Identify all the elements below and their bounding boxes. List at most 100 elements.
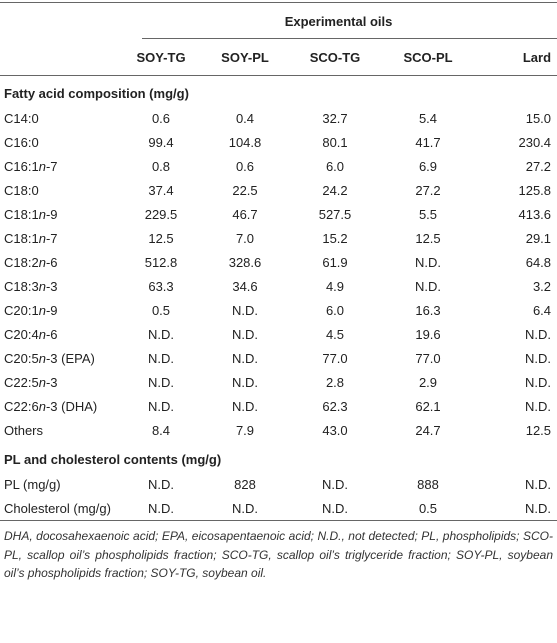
- cell-value: 5.5: [418, 206, 438, 222]
- cell-value: 34.6: [232, 278, 258, 294]
- cell-value: N.D.: [288, 496, 382, 521]
- section-title: Fatty acid composition (mg/g): [4, 85, 189, 101]
- cell-value: 99.4: [148, 134, 174, 150]
- cell-value: 24.7: [415, 422, 441, 438]
- cell-value: 125.8: [518, 182, 552, 198]
- cell-value: N.D.: [232, 326, 258, 342]
- row-label: C16:0: [4, 134, 39, 150]
- cell-value: 15.0: [525, 110, 552, 126]
- row-label: C18:2n-6: [4, 254, 58, 270]
- data-row: C18:2n-6 512.8 328.6 61.9 N.D. 64.8: [0, 250, 557, 274]
- footnote: DHA, docosahexaenoic acid; EPA, eicosape…: [4, 529, 553, 580]
- cell-value: 6.0: [325, 158, 345, 174]
- cell-value: 828: [234, 476, 256, 492]
- cell-value: 0.6: [235, 158, 255, 174]
- cell-value: 29.1: [525, 230, 552, 246]
- column-header: SCO-PL: [382, 39, 474, 76]
- cell-value: N.D.: [148, 398, 174, 414]
- cell-value: 62.1: [415, 398, 441, 414]
- cell-value: 0.5: [382, 496, 474, 521]
- cell-value: N.D.: [525, 326, 552, 342]
- cell-value: 0.8: [151, 158, 171, 174]
- cell-value: 4.5: [325, 326, 345, 342]
- cell-value: 24.2: [322, 182, 348, 198]
- cell-value: 0.5: [151, 302, 171, 318]
- cell-value: 104.8: [228, 134, 262, 150]
- cell-value: N.D.: [322, 476, 348, 492]
- data-row: Others 8.4 7.9 43.0 24.7 12.5: [0, 418, 557, 442]
- data-table: Experimental oils SOY-TG SOY-PL SCO-TG SCO-…: [0, 2, 557, 521]
- row-label: C18:0: [4, 182, 39, 198]
- cell-value: N.D.: [148, 476, 174, 492]
- cell-value: N.D.: [415, 278, 441, 294]
- cell-value: 22.5: [232, 182, 258, 198]
- cell-value: N.D.: [525, 350, 552, 366]
- cell-value: 7.0: [235, 230, 255, 246]
- row-label: C14:0: [4, 110, 39, 126]
- cell-value: 2.8: [325, 374, 345, 390]
- cell-value: 37.4: [148, 182, 174, 198]
- cell-value: N.D.: [232, 398, 258, 414]
- row-label: C18:1n-9: [4, 206, 58, 222]
- cell-value: 0.4: [235, 110, 255, 126]
- cell-value: N.D.: [232, 302, 258, 318]
- cell-value: N.D.: [525, 398, 552, 414]
- cell-value: 12.5: [148, 230, 174, 246]
- cell-value: N.D.: [202, 496, 288, 521]
- cell-value: N.D.: [232, 350, 258, 366]
- data-row: Cholesterol (mg/g) N.D. N.D. N.D. 0.5 N.D.: [0, 496, 557, 521]
- table-body: Fatty acid composition (mg/g) C14:0 0.6 0.4…: [0, 76, 557, 521]
- section-title: PL and cholesterol contents (mg/g): [4, 451, 222, 467]
- cell-value: 413.6: [518, 206, 552, 222]
- stub-header: [0, 3, 120, 40]
- cell-value: 7.9: [235, 422, 255, 438]
- stub-header: [0, 39, 120, 76]
- cell-value: 19.6: [415, 326, 441, 342]
- cell-value: 512.8: [144, 254, 178, 270]
- cell-value: 12.5: [525, 422, 552, 438]
- cell-value: N.D.: [415, 254, 441, 270]
- cell-value: 8.4: [151, 422, 171, 438]
- row-label: C20:4n-6: [4, 326, 58, 342]
- cell-value: 64.8: [525, 254, 552, 270]
- cell-value: 229.5: [144, 206, 178, 222]
- row-label: C20:1n-9: [4, 302, 58, 318]
- data-row: C16:0 99.4 104.8 80.1 41.7 230.4: [0, 130, 557, 154]
- column-header: SOY-TG: [120, 39, 202, 76]
- data-row: C14:0 0.6 0.4 32.7 5.4 15.0: [0, 106, 557, 130]
- cell-value: 6.4: [532, 302, 552, 318]
- row-label: C18:1n-7: [4, 230, 58, 246]
- cell-value: N.D.: [120, 496, 202, 521]
- group-header: Experimental oils: [120, 2, 557, 39]
- data-row: C20:5n-3 (EPA) N.D. N.D. 77.0 77.0 N.D.: [0, 346, 557, 370]
- data-row: C22:5n-3 N.D. N.D. 2.8 2.9 N.D.: [0, 370, 557, 394]
- section-row: PL and cholesterol contents (mg/g): [0, 442, 557, 472]
- cell-value: N.D.: [232, 374, 258, 390]
- cell-value: 4.9: [325, 278, 345, 294]
- data-row: C16:1n-7 0.8 0.6 6.0 6.9 27.2: [0, 154, 557, 178]
- data-row: C20:1n-9 0.5 N.D. 6.0 16.3 6.4: [0, 298, 557, 322]
- cell-value: N.D.: [525, 374, 552, 390]
- cell-value: 15.2: [322, 230, 348, 246]
- data-row: C18:0 37.4 22.5 24.2 27.2 125.8: [0, 178, 557, 202]
- cell-value: 63.3: [148, 278, 174, 294]
- cell-value: 328.6: [228, 254, 262, 270]
- cell-value: 62.3: [322, 398, 348, 414]
- column-header-row: SOY-TG SOY-PL SCO-TG SCO-PL Lard: [0, 39, 557, 76]
- data-row: C18:1n-9 229.5 46.7 527.5 5.5 413.6: [0, 202, 557, 226]
- cell-value: N.D.: [148, 350, 174, 366]
- data-row: C20:4n-6 N.D. N.D. 4.5 19.6 N.D.: [0, 322, 557, 346]
- cell-value: 80.1: [322, 134, 348, 150]
- row-label: C22:5n-3: [4, 374, 58, 390]
- column-header: Lard: [474, 39, 557, 76]
- cell-value: 6.0: [325, 302, 345, 318]
- cell-value: N.D.: [148, 374, 174, 390]
- cell-value: 32.7: [322, 110, 348, 126]
- row-label: Cholesterol (mg/g): [0, 496, 120, 521]
- row-label: C22:6n-3 (DHA): [4, 398, 98, 414]
- cell-value: 41.7: [415, 134, 441, 150]
- column-header: SOY-PL: [202, 39, 288, 76]
- data-row: C22:6n-3 (DHA) N.D. N.D. 62.3 62.1 N.D.: [0, 394, 557, 418]
- cell-value: 2.9: [418, 374, 438, 390]
